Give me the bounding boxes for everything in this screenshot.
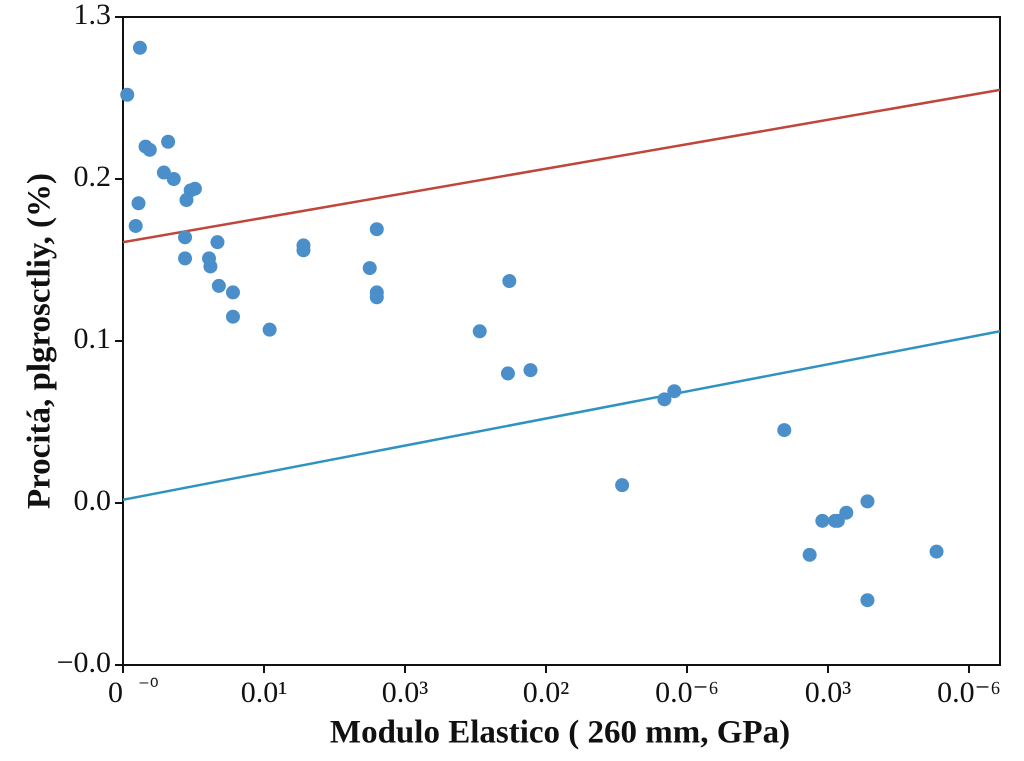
x-tick-label: 0	[108, 676, 123, 709]
point	[142, 142, 157, 157]
point	[657, 392, 672, 407]
x-axis-label: Modulo Elastico ( 260 mm, GPa)	[330, 715, 790, 751]
plot-frame	[122, 16, 1001, 666]
point	[262, 322, 277, 337]
point	[667, 384, 682, 399]
point	[839, 505, 854, 520]
point	[362, 261, 377, 276]
point	[178, 251, 193, 266]
trend-line	[122, 330, 1001, 501]
point	[369, 290, 384, 305]
point	[120, 87, 135, 102]
annotation: ⁻⁰	[138, 674, 159, 699]
point	[860, 494, 875, 509]
point	[860, 593, 875, 608]
point	[296, 243, 311, 258]
point	[500, 366, 515, 381]
x-tick-label: 0.0⁻⁶	[937, 676, 1001, 709]
point	[472, 324, 487, 339]
point	[777, 423, 792, 438]
point	[802, 547, 817, 562]
y-tick-label: 0.0	[74, 484, 112, 517]
point	[161, 134, 176, 149]
point	[203, 259, 218, 274]
point	[179, 193, 194, 208]
point	[929, 544, 944, 559]
y-tick-label: 1.3	[74, 0, 112, 31]
x-tick-label: 0.0¹	[241, 676, 288, 709]
point	[156, 165, 171, 180]
trend-line	[122, 88, 1001, 244]
point	[523, 363, 538, 378]
point	[369, 222, 384, 237]
y-axis-label: Procitá, plgrosctliy, (%)	[22, 173, 58, 509]
point	[166, 172, 181, 186]
point	[210, 235, 225, 250]
point	[128, 218, 143, 233]
point	[225, 309, 240, 324]
y-tick-label: 0.2	[74, 160, 112, 193]
point	[211, 278, 226, 293]
x-tick-label: 0.0³	[805, 676, 852, 709]
point	[225, 285, 240, 300]
point	[178, 230, 193, 245]
point	[131, 196, 146, 211]
point	[815, 513, 830, 528]
y-tick-label: 0.1	[74, 322, 112, 355]
x-tick-label: 0.0⁻⁶	[655, 676, 719, 709]
x-tick-label: 0.0³	[382, 676, 429, 709]
point	[132, 40, 147, 55]
point	[615, 478, 630, 493]
y-tick-label: −0.0	[57, 646, 111, 679]
point	[502, 274, 517, 289]
x-tick-label: 0.0²	[523, 676, 570, 709]
